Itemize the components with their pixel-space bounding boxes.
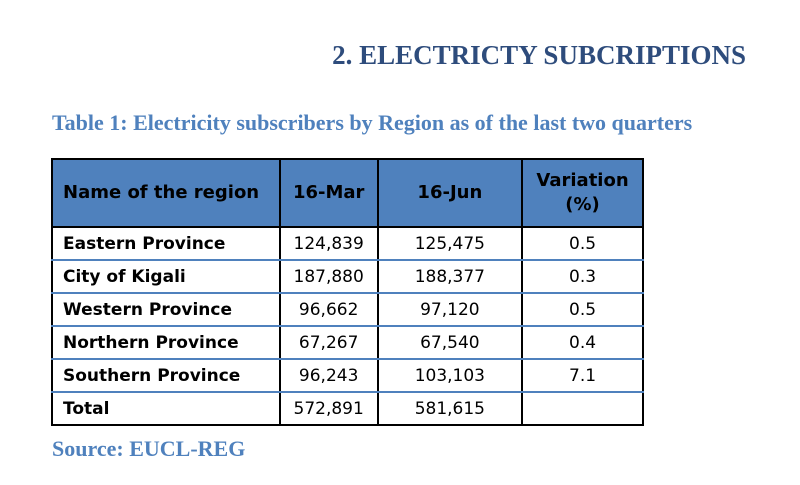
- mar-cell: 67,267: [278, 325, 379, 360]
- column-header-mar: 16-Mar: [278, 158, 379, 228]
- subscribers-table: Name of the region 16-Mar 16-Jun Variati…: [51, 158, 644, 426]
- variation-cell: [521, 391, 644, 426]
- region-cell: Southern Province: [51, 358, 281, 393]
- jun-cell: 188,377: [376, 259, 524, 294]
- region-cell: Western Province: [51, 292, 281, 327]
- table-row-total: Total 572,891 581,615: [51, 391, 644, 426]
- jun-cell: 581,615: [376, 391, 524, 426]
- region-cell: Northern Province: [51, 325, 281, 360]
- table-row: Western Province 96,662 97,120 0.5: [51, 292, 644, 327]
- variation-cell: 0.3: [521, 259, 644, 294]
- variation-cell: 0.4: [521, 325, 644, 360]
- table-row: Northern Province 67,267 67,540 0.4: [51, 325, 644, 360]
- region-cell: Total: [51, 391, 281, 426]
- table-row: Eastern Province 124,839 125,475 0.5: [51, 226, 644, 261]
- jun-cell: 67,540: [376, 325, 524, 360]
- jun-cell: 97,120: [376, 292, 524, 327]
- variation-cell: 0.5: [521, 292, 644, 327]
- source-note: Source: EUCL-REG: [52, 436, 246, 461]
- mar-cell: 124,839: [278, 226, 379, 261]
- variation-cell: 0.5: [521, 226, 644, 261]
- mar-cell: 187,880: [278, 259, 379, 294]
- mar-cell: 96,243: [278, 358, 379, 393]
- jun-cell: 125,475: [376, 226, 524, 261]
- jun-cell: 103,103: [376, 358, 524, 393]
- mar-cell: 572,891: [278, 391, 379, 426]
- mar-cell: 96,662: [278, 292, 379, 327]
- table-row: Southern Province 96,243 103,103 7.1: [51, 358, 644, 393]
- table-header-row: Name of the region 16-Mar 16-Jun Variati…: [51, 158, 644, 228]
- column-header-variation: Variation (%): [521, 158, 644, 228]
- section-heading: 2. ELECTRICTY SUBCRIPTIONS: [332, 40, 746, 70]
- region-cell: City of Kigali: [51, 259, 281, 294]
- variation-cell: 7.1: [521, 358, 644, 393]
- region-cell: Eastern Province: [51, 226, 281, 261]
- table-row: City of Kigali 187,880 188,377 0.3: [51, 259, 644, 294]
- table-caption: Table 1: Electricity subscribers by Regi…: [52, 110, 693, 135]
- column-header-region: Name of the region: [51, 158, 281, 228]
- column-header-jun: 16-Jun: [376, 158, 524, 228]
